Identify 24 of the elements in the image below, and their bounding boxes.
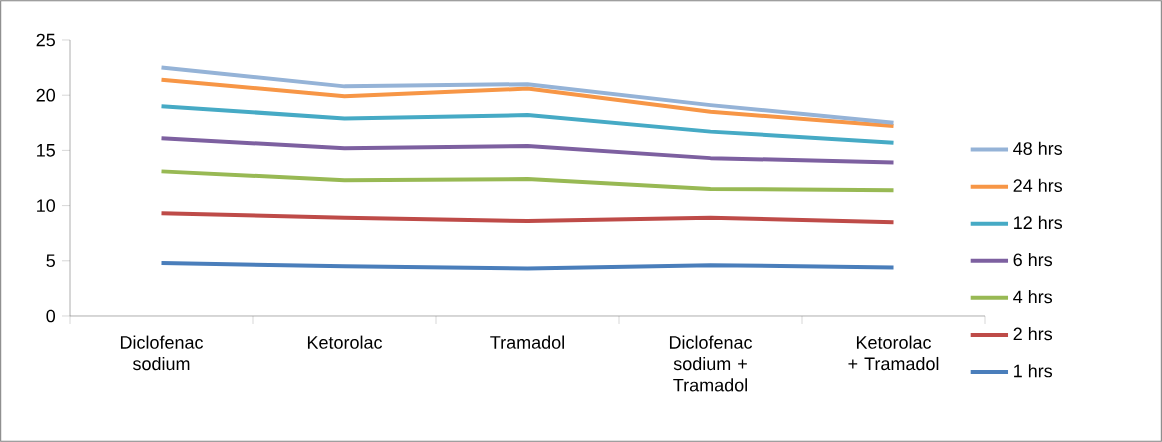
legend-label: 4 hrs xyxy=(1013,290,1053,304)
y-tick-label: 0 xyxy=(46,309,56,323)
legend-label: 1 hrs xyxy=(1014,364,1053,378)
line-series xyxy=(159,211,896,225)
y-tick-label: 5 xyxy=(46,254,55,268)
y-tick-label: 10 xyxy=(37,199,56,212)
legend-label: 6 hrs xyxy=(1013,252,1053,267)
line-series xyxy=(159,136,896,165)
legend-label: 2 hrs xyxy=(1013,327,1053,341)
x-tick-label: Tramadol xyxy=(490,335,564,349)
x-tick-label: Ketorolac + Tramadol xyxy=(848,335,939,371)
line-series xyxy=(159,77,896,129)
x-tick-label: Diclofenac sodium xyxy=(120,335,204,371)
x-tick-label: Ketorolac xyxy=(307,335,383,349)
x-tick-label: Diclofenac sodium + Tramadol xyxy=(669,335,753,392)
line-series xyxy=(159,169,896,193)
y-tick-label: 25 xyxy=(36,33,55,47)
y-tick-label: 20 xyxy=(36,88,56,102)
line-series xyxy=(159,104,896,145)
legend-label: 24 hrs xyxy=(1013,178,1063,192)
legend-label: 48 hrs xyxy=(1013,141,1063,155)
y-tick-label: 15 xyxy=(37,144,55,157)
legend-label: 12 hrs xyxy=(1014,215,1063,230)
line-series xyxy=(159,65,896,125)
